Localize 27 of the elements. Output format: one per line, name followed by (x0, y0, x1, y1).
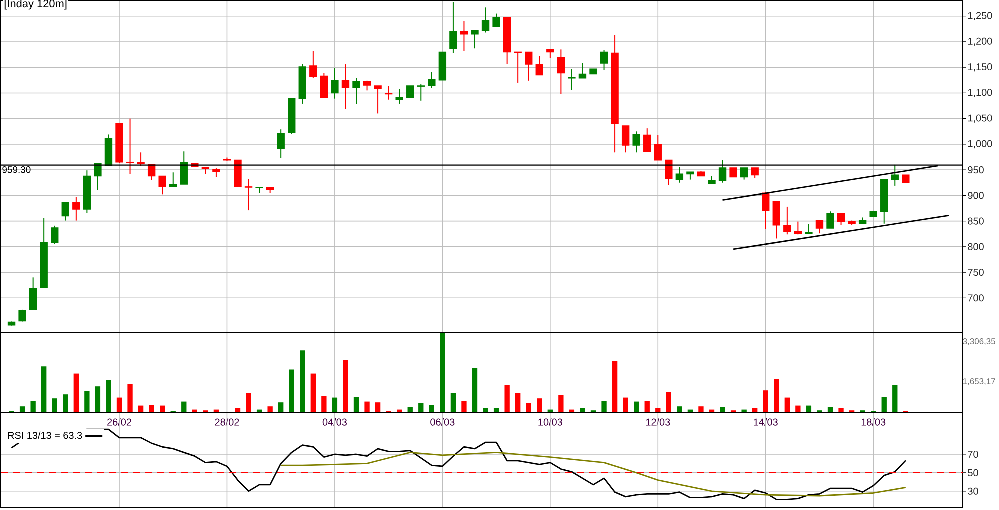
y-tick-label: 950 (968, 166, 984, 174)
x-tick-label: 10/03 (538, 418, 562, 426)
x-tick-label: 04/03 (322, 418, 347, 426)
x-tick-label: 28/02 (215, 418, 240, 426)
y-tick-label: 1,050 (968, 114, 992, 123)
x-tick-label: 14/03 (754, 418, 778, 426)
chart-title: [Inday 120m] (4, 0, 67, 10)
y-tick-label: 1,100 (968, 89, 992, 98)
x-tick-label: 12/03 (646, 418, 670, 426)
x-tick-label: 26/02 (108, 418, 132, 426)
y-tick-label: 1,000 (968, 140, 992, 149)
y-tick-label: 700 (968, 294, 984, 302)
legend-label: RSI 13/13 = 63.3 (8, 432, 82, 440)
x-tick-label: 06/03 (430, 418, 455, 426)
y-tick-label: 1,150 (968, 63, 992, 72)
y-tick-label: 850 (968, 218, 984, 225)
y-tick-label: 900 (968, 192, 984, 200)
ref-line-label: 959.30 (2, 166, 31, 174)
y-tick-label: 800 (968, 243, 984, 250)
y-tick-label: 50 (968, 469, 978, 476)
y-tick-label: 750 (968, 269, 984, 276)
y-tick-label: 1,200 (968, 38, 992, 46)
x-tick-label: 18/03 (862, 418, 886, 426)
y-tick-label: 30 (968, 488, 978, 495)
text: 1,653,17 (963, 378, 996, 386)
y-tick-label: 70 (968, 450, 978, 458)
y-tick-label: 1,250 (968, 12, 992, 20)
